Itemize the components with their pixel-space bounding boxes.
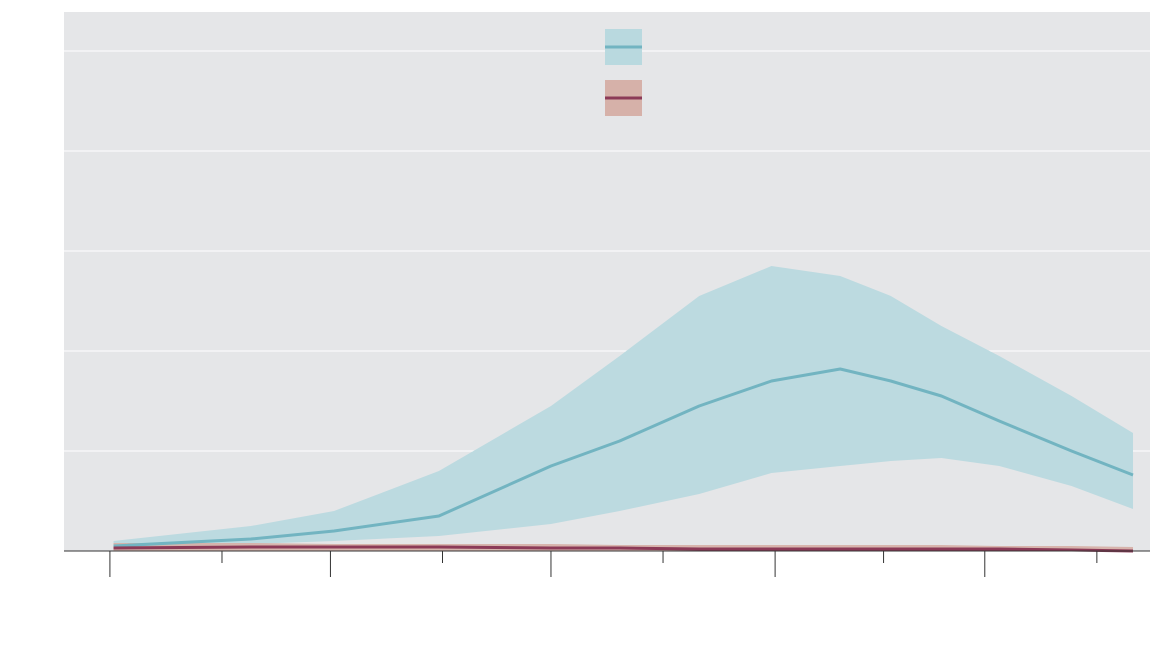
series-line — [113, 367, 1134, 548]
series-line — [113, 545, 1134, 553]
confidence-band — [113, 266, 1134, 549]
